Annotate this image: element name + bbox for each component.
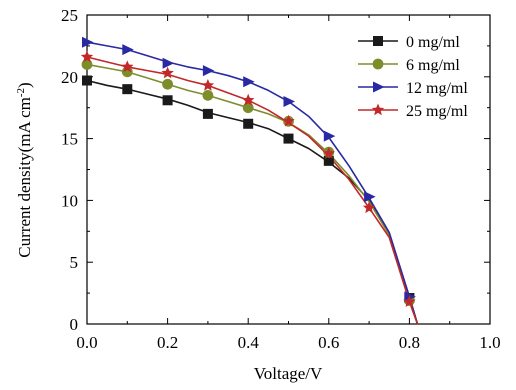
axis-ticks: 0.0 0.2 0.4 0.6 0.8 1.0 0 5 10 15 20 25 (61, 6, 501, 352)
data-point-marker (162, 78, 174, 90)
data-point-marker (202, 108, 213, 119)
data-point-marker (122, 84, 133, 95)
legend: 0 mg/ml 6 mg/ml 12 mg/ml 25 mg/ml (358, 34, 468, 120)
legend-label: 6 mg/ml (406, 57, 460, 74)
legend-label: 12 mg/ml (406, 80, 468, 97)
series-line-0 (86, 79, 419, 325)
data-point-marker (82, 36, 94, 48)
y-tick-label: 5 (70, 253, 79, 272)
data-point-marker (122, 44, 134, 56)
y-axis-title-superscript: -2 (15, 88, 27, 97)
data-point-marker (243, 118, 254, 129)
data-point-marker (364, 191, 376, 203)
legend-marker (371, 103, 385, 116)
data-point-marker (283, 96, 295, 108)
y-tick-label: 15 (61, 130, 78, 149)
data-point-marker (283, 133, 294, 144)
data-point-marker (323, 130, 336, 142)
x-tick-label: 0.4 (238, 333, 260, 352)
data-point-marker (362, 201, 376, 214)
data-point-marker (243, 76, 255, 88)
x-tick-label: 0.0 (76, 333, 97, 352)
data-point-marker (82, 75, 92, 86)
data-point-marker (403, 295, 416, 308)
x-tick-label: 1.0 (479, 333, 500, 352)
y-axis-title-main: Current density(mA cm (15, 97, 34, 258)
series-lines (86, 41, 419, 325)
legend-marker (373, 81, 385, 93)
data-point-marker (322, 146, 335, 159)
legend-label: 0 mg/ml (406, 34, 460, 51)
data-point-marker (80, 50, 94, 63)
y-tick-label: 10 (61, 191, 78, 210)
data-point-marker (323, 155, 334, 166)
data-point-marker (121, 60, 134, 73)
data-point-marker (162, 57, 175, 69)
y-axis-title: Current density(mA cm-2) (15, 82, 34, 257)
data-point-marker (282, 114, 295, 127)
y-tick-label: 20 (61, 68, 78, 87)
y-axis-title-tail: ) (15, 82, 34, 88)
data-point-marker (242, 93, 255, 106)
x-tick-label: 0.2 (157, 333, 178, 352)
data-point-marker (161, 66, 174, 79)
legend-marker (373, 36, 383, 46)
x-tick-label: 0.6 (318, 333, 339, 352)
data-point-marker (242, 102, 254, 114)
data-point-marker (202, 65, 215, 77)
data-point-marker (201, 78, 215, 91)
x-tick-label: 0.8 (399, 333, 420, 352)
data-point-marker (202, 89, 214, 101)
legend-marker (372, 58, 384, 70)
series-line-3 (86, 56, 419, 325)
legend-label: 25 mg/ml (406, 103, 468, 120)
data-point-marker (81, 59, 93, 70)
y-tick-label: 0 (70, 315, 79, 334)
series-line-2 (86, 41, 419, 325)
data-point-marker (162, 95, 173, 106)
x-axis-title: Voltage/V (254, 364, 323, 383)
y-tick-label: 25 (61, 6, 78, 25)
series-markers (80, 36, 416, 308)
